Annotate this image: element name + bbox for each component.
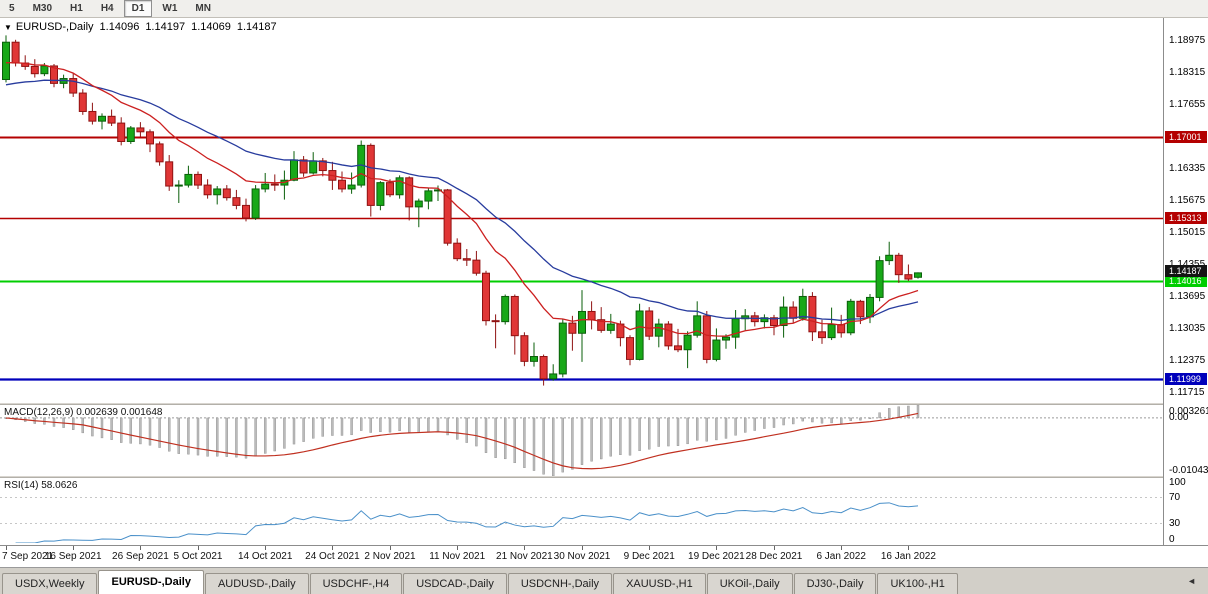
- time-tick: [649, 546, 651, 550]
- rsi-indicator-label: RSI(14) 58.0626: [4, 480, 78, 491]
- current-price-label: 1.14187: [1165, 264, 1207, 277]
- price-tick: 1.11715: [1169, 386, 1205, 398]
- timeframe-button-mn[interactable]: MN: [195, 3, 211, 14]
- tab-usdx-weekly[interactable]: USDX,Weekly: [2, 573, 98, 594]
- timeframe-button-h1[interactable]: H1: [70, 3, 83, 14]
- price-tick: 1.13035: [1169, 322, 1206, 334]
- time-tick: [908, 546, 910, 550]
- pane-splitter[interactable]: [0, 403, 1208, 406]
- tab-dj30-daily[interactable]: DJ30-,Daily: [793, 573, 877, 594]
- slow-ma-line: [5, 79, 919, 322]
- chart-symbol-label: EURUSD-,Daily: [15, 21, 94, 33]
- price-axis[interactable]: 1.18975 1.18315 1.17655 1.16335 1.15675 1.150…: [1163, 18, 1208, 545]
- rsi-axis-70: 70: [1169, 491, 1181, 503]
- rsi-axis-100: 100: [1169, 477, 1186, 488]
- time-label: 26 Sep 2021: [112, 551, 169, 562]
- price-tick: 1.17655: [1169, 98, 1206, 110]
- time-tick: [265, 546, 267, 550]
- time-label: 2 Nov 2021: [364, 551, 416, 562]
- timeframe-button-d1[interactable]: D1: [123, 0, 153, 17]
- macd-indicator-pane[interactable]: [0, 405, 1163, 476]
- price-tick: 1.12375: [1169, 354, 1206, 366]
- macd-histogram: [4, 405, 920, 476]
- time-axis[interactable]: 7 Sep 2021 16 Sep 2021 26 Sep 2021 5 Oct 20…: [0, 545, 1208, 568]
- chart-menu-arrow-icon[interactable]: ▼: [4, 23, 12, 32]
- price-level-label: 1.17001: [1165, 130, 1207, 143]
- time-label: 24 Oct 2021: [305, 551, 360, 562]
- time-tick: [332, 546, 334, 550]
- time-tick: [457, 546, 459, 550]
- macd-axis-max: 0.003261: [1169, 406, 1208, 417]
- time-tick: [841, 546, 843, 550]
- timeframe-button-m30[interactable]: M30: [32, 3, 53, 14]
- time-tick: [524, 546, 526, 550]
- tab-ukoil-daily[interactable]: UKOil-,Daily: [706, 573, 793, 594]
- price-tick: 1.18315: [1169, 66, 1206, 78]
- rsi-axis-0: 0: [1169, 534, 1175, 545]
- macd-axis-min: -0.010436: [1169, 465, 1208, 476]
- time-label: 21 Nov 2021: [496, 551, 553, 562]
- price-tick: 1.15015: [1169, 226, 1206, 238]
- macd-indicator-label: MACD(12,26,9) 0.002639 0.001648: [4, 407, 163, 418]
- time-tick: [774, 546, 775, 550]
- price-tick: 1.15675: [1169, 194, 1206, 206]
- price-level-label: 1.15313: [1165, 212, 1207, 225]
- timeframe-button-w1[interactable]: W1: [162, 3, 178, 14]
- tab-eurusd-daily[interactable]: EURUSD-,Daily: [98, 570, 204, 594]
- ohlc-close: 1.14187: [236, 21, 277, 33]
- time-label: 9 Dec 2021: [623, 551, 675, 562]
- time-label: 28 Dec 2021: [745, 551, 803, 562]
- ohlc-high: 1.14197: [145, 21, 186, 33]
- time-label: 16 Jan 2022: [880, 551, 936, 562]
- time-label: 11 Nov 2021: [429, 551, 486, 562]
- chart-tabs-bar: USDX,Weekly EURUSD-,Daily AUDUSD-,Daily USD…: [0, 567, 1208, 594]
- rsi-axis-30: 30: [1169, 517, 1181, 529]
- tab-xauusd-h1[interactable]: XAUUSD-,H1: [613, 573, 706, 594]
- time-tick: [582, 546, 583, 550]
- ohlc-open: 1.14096: [99, 21, 140, 33]
- ohlc-low: 1.14069: [191, 21, 231, 33]
- tab-usdchf-h4[interactable]: USDCHF-,H4: [309, 573, 403, 594]
- price-tick: 1.13695: [1169, 290, 1206, 302]
- time-tick: [198, 546, 199, 550]
- time-tick: [73, 546, 75, 550]
- price-tick: 1.16335: [1169, 162, 1206, 174]
- pane-splitter[interactable]: [0, 476, 1208, 479]
- timeframe-button-h4[interactable]: H4: [100, 3, 114, 14]
- price-level-label: 1.14016: [1165, 275, 1207, 288]
- time-label: 5 Oct 2021: [173, 551, 223, 562]
- time-label: 6 Jan 2022: [816, 551, 866, 562]
- time-label: 16 Sep 2021: [44, 551, 102, 562]
- tab-audusd-daily[interactable]: AUDUSD-,Daily: [204, 573, 309, 594]
- timeframe-toolbar: 5 M30 H1 H4 D1 W1 MN: [0, 0, 1208, 18]
- tab-usdcnh-daily[interactable]: USDCNH-,Daily: [507, 573, 613, 594]
- price-tick: 1.14355: [1169, 259, 1205, 271]
- ohlc-readout: ▼ EURUSD-,Daily 1.14096 1.14197 1.14069 1.141…: [4, 21, 277, 33]
- rsi-indicator-pane[interactable]: [0, 478, 1163, 543]
- time-label: 19 Dec 2021: [688, 551, 745, 562]
- time-label: 14 Oct 2021: [237, 551, 293, 562]
- tab-uk100-h1[interactable]: UK100-,H1: [877, 573, 958, 594]
- rsi-line: [15, 502, 919, 543]
- candles: [2, 35, 922, 386]
- time-tick: [140, 546, 142, 550]
- time-tick: [716, 546, 718, 550]
- tab-usdcad-daily[interactable]: USDCAD-,Daily: [403, 573, 507, 594]
- price-tick: 1.18975: [1169, 35, 1206, 46]
- time-tick: [390, 546, 391, 550]
- timeframe-button-5[interactable]: 5: [9, 3, 15, 14]
- time-label: 7 Sep 2021: [2, 551, 54, 562]
- macd-axis-zero: 0.00: [1169, 411, 1189, 423]
- tab-scroll-left-icon[interactable]: ◄: [1187, 576, 1196, 586]
- time-label: 30 Nov 2021: [553, 551, 611, 562]
- macd-signal-line: [5, 412, 919, 470]
- time-tick: [6, 546, 7, 550]
- price-chart-pane[interactable]: [0, 18, 1163, 403]
- fast-ma-line: [5, 62, 919, 337]
- price-level-label: 1.11999: [1165, 372, 1207, 385]
